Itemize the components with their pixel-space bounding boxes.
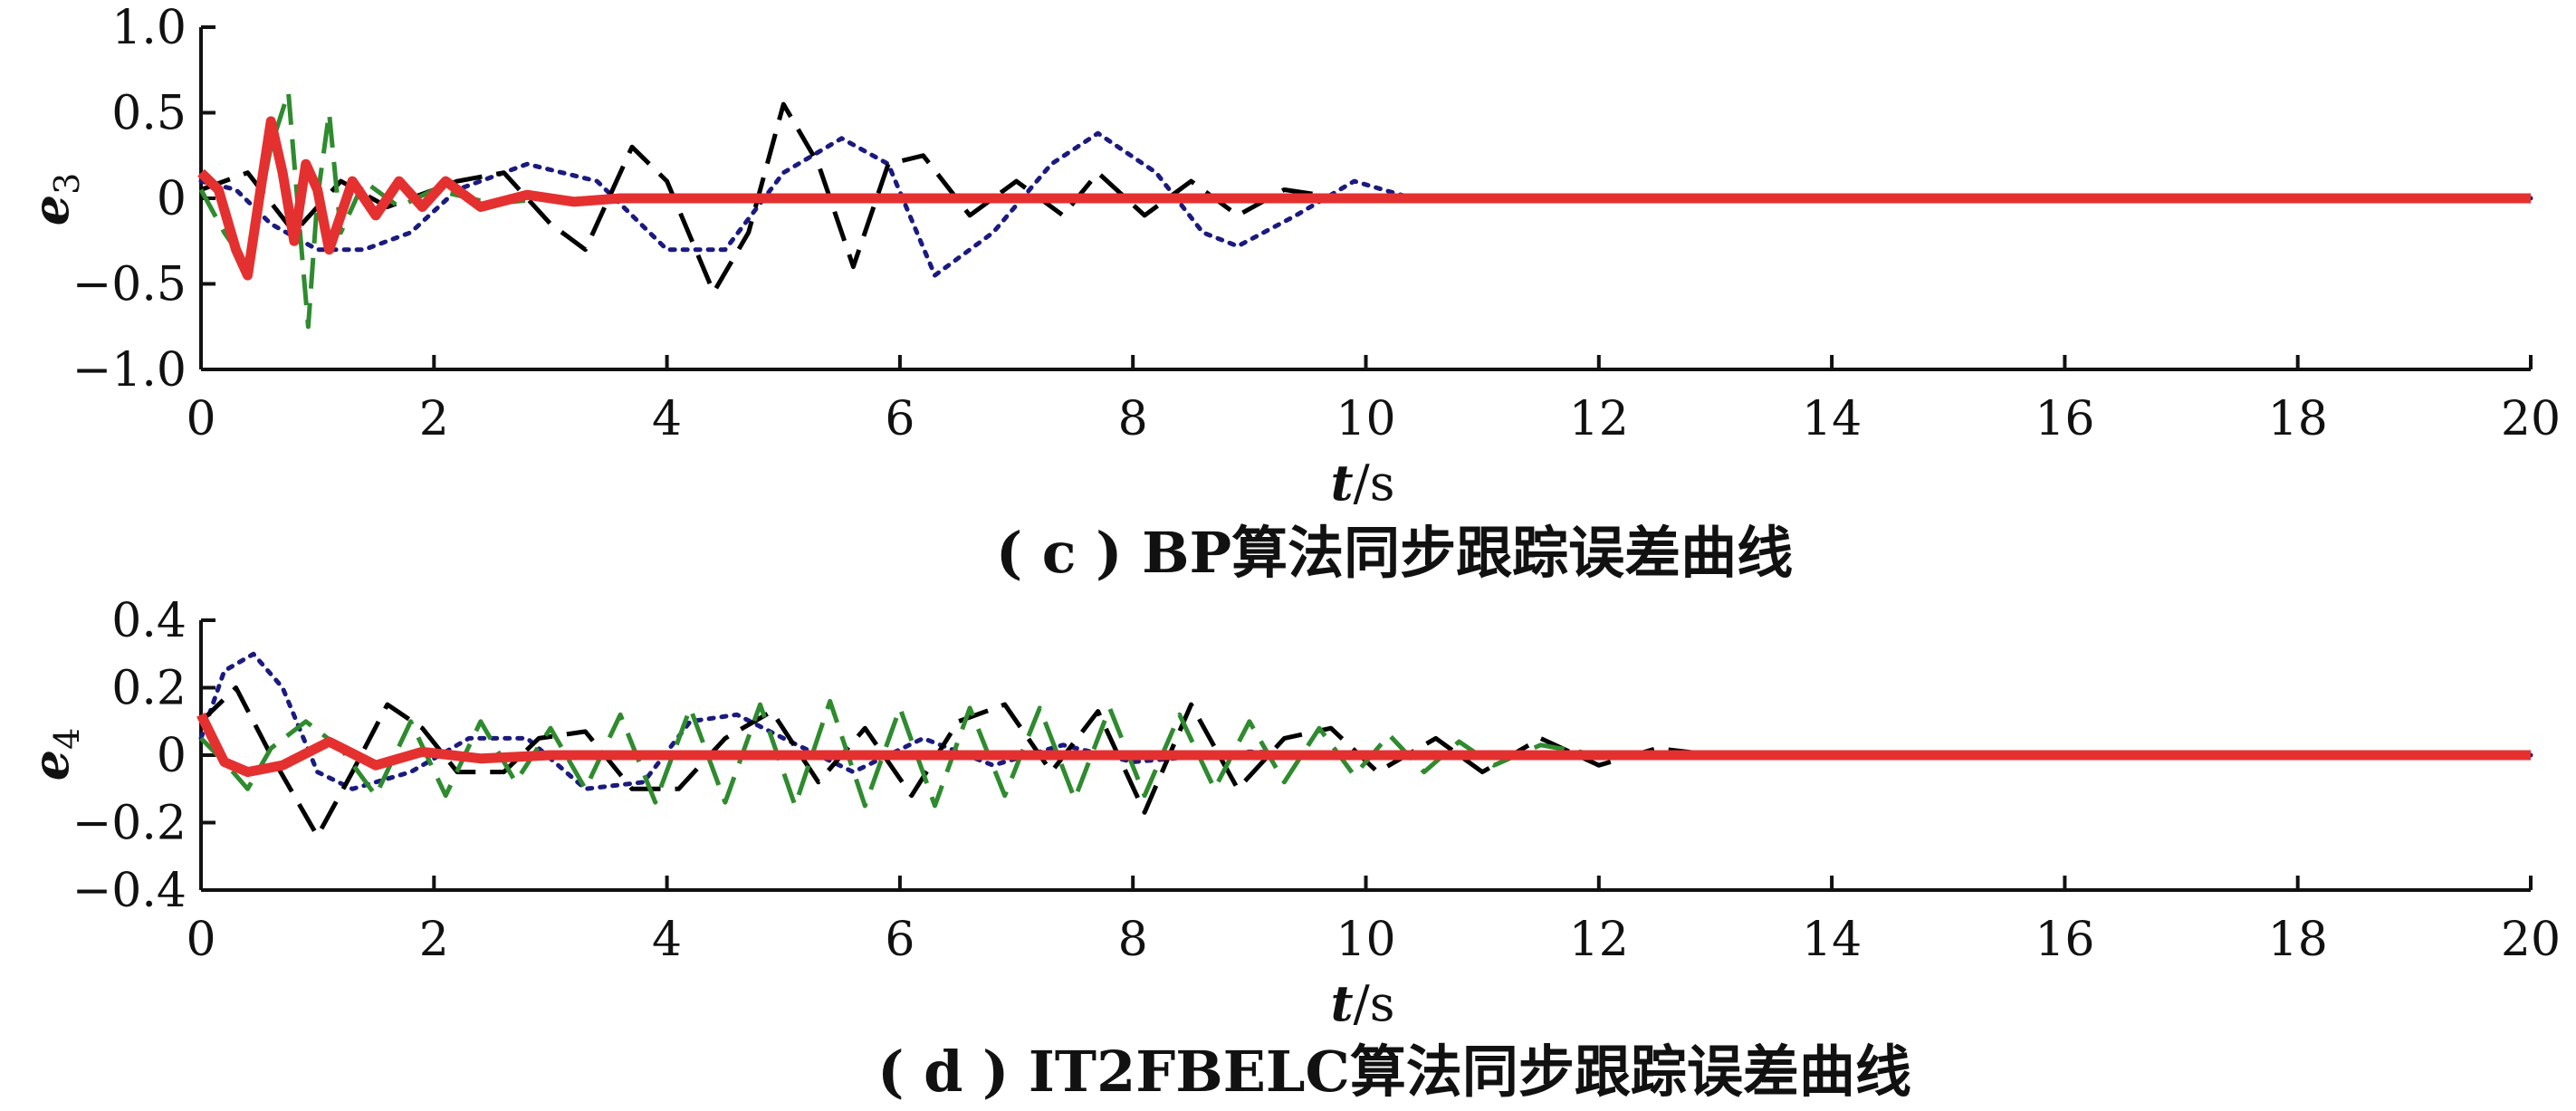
panel-d-chart: 0 2 4 6 8 10 12 14 16 18 20 0.4 0.2 0 −0.2 −0.4 e4 t/s… (22, 594, 2561, 1105)
y-tick-label: 0.2 (111, 662, 187, 716)
y-tick-label: −0.4 (72, 864, 187, 918)
y-tick-label: 0 (157, 729, 187, 783)
panel-c-chart: 0 2 4 6 8 10 12 14 16 18 20 1.0 0.5 0 −0.5 −1.0 e3 t/s… (22, 1, 2561, 586)
x-tick-label: 8 (1118, 392, 1148, 446)
y-axis-label: e3 (22, 173, 87, 226)
series-line-4 (197, 116, 2531, 281)
x-tick-label: 4 (652, 913, 682, 967)
panel-caption: ( c ) BP算法同步跟踪误差曲线 (996, 520, 1793, 586)
x-axis-label: t/s (1331, 454, 1395, 512)
x-tick-label: 12 (1569, 913, 1629, 967)
y-tick-label: −0.2 (72, 797, 187, 851)
x-ticks: 0 2 4 6 8 10 12 14 16 18 20 (186, 876, 2561, 967)
series-group (196, 651, 2533, 838)
series-line-4 (196, 712, 2531, 778)
series-line-3 (198, 90, 2531, 330)
series-group (197, 90, 2533, 330)
x-tick-label: 18 (2268, 392, 2328, 446)
x-tick-label: 16 (2035, 913, 2094, 967)
x-tick-label: 4 (652, 392, 682, 446)
x-tick-label: 10 (1336, 392, 1395, 446)
x-axis-label: t/s (1331, 974, 1395, 1032)
x-tick-label: 20 (2501, 392, 2561, 446)
series-line-1 (198, 130, 2533, 278)
x-tick-label: 0 (186, 913, 215, 967)
y-tick-label: −1.0 (72, 343, 187, 397)
y-axis-label: e4 (22, 728, 87, 781)
panel-caption: ( d ) IT2FBELC算法同步跟踪误差曲线 (877, 1039, 1911, 1105)
y-tick-label: 0.4 (111, 594, 187, 648)
x-ticks: 0 2 4 6 8 10 12 14 16 18 20 (186, 355, 2561, 446)
y-ticks: 0.4 0.2 0 −0.2 −0.4 (72, 594, 215, 918)
series-line-2 (199, 685, 2531, 838)
y-tick-label: 0 (157, 172, 187, 226)
x-tick-label: 10 (1336, 913, 1395, 967)
x-tick-label: 2 (419, 392, 449, 446)
x-tick-label: 2 (419, 913, 449, 967)
x-tick-label: 0 (186, 392, 215, 446)
x-tick-label: 20 (2501, 913, 2561, 967)
x-tick-label: 6 (885, 913, 915, 967)
y-tick-label: 1.0 (111, 1, 187, 55)
series-line-1 (198, 651, 2533, 791)
x-tick-label: 14 (1802, 392, 1862, 446)
x-tick-label: 16 (2035, 392, 2094, 446)
x-tick-label: 8 (1118, 913, 1148, 967)
y-ticks: 1.0 0.5 0 −0.5 −1.0 (72, 1, 215, 397)
x-tick-label: 14 (1802, 913, 1862, 967)
x-tick-label: 12 (1569, 392, 1629, 446)
series-line-3 (199, 698, 2531, 809)
x-tick-label: 6 (885, 392, 915, 446)
y-tick-label: −0.5 (72, 258, 187, 312)
y-tick-label: 0.5 (111, 87, 187, 141)
x-tick-label: 18 (2268, 913, 2328, 967)
